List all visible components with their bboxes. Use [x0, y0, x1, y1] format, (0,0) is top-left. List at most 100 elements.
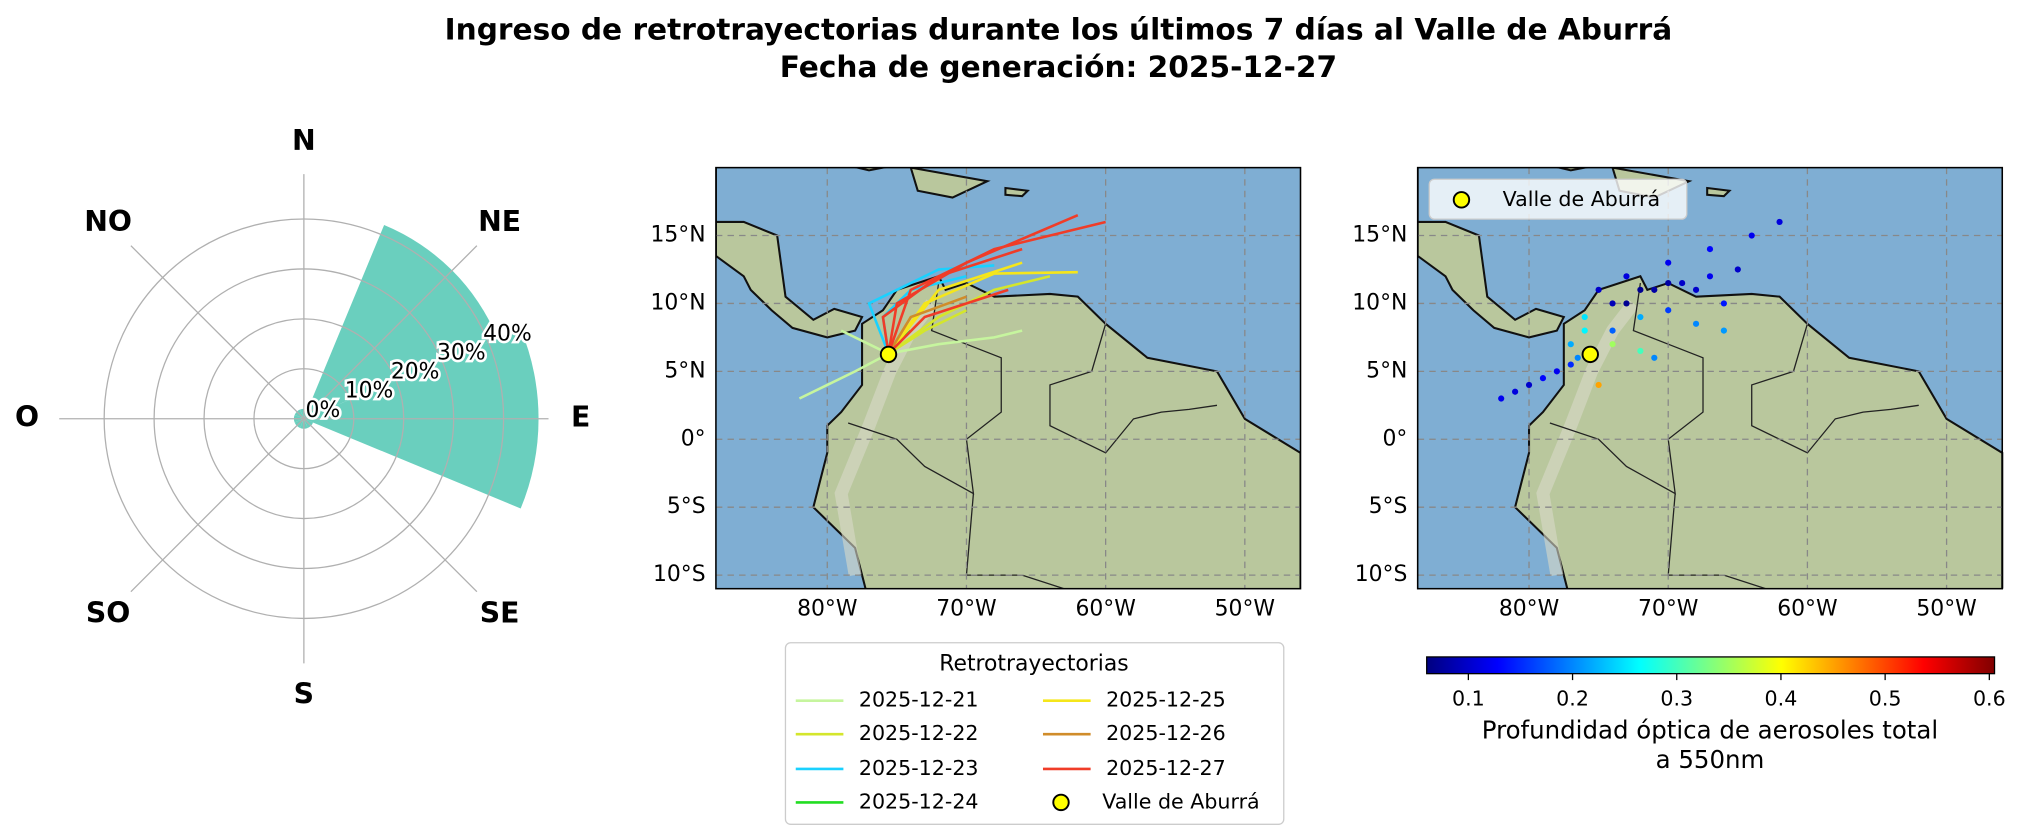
x-tick-label: 70°W [1638, 596, 1698, 621]
grid-spoke [303, 245, 478, 420]
y-tick-label: 0° [1383, 426, 1408, 451]
aod-point [1567, 341, 1574, 348]
aod-point [1574, 354, 1581, 361]
legend-label: 2025-12-27 [1106, 756, 1226, 780]
y-tick-label: 15°N [1352, 223, 1407, 248]
legend-marker [1052, 793, 1070, 812]
direction-label: NO [84, 205, 132, 238]
aod-point [1665, 307, 1672, 314]
x-tick-label: 70°W [936, 596, 996, 621]
land [1706, 186, 1732, 198]
trajectory [887, 295, 967, 355]
aod-point [1776, 218, 1783, 226]
trajectory [887, 213, 1079, 354]
title-line: Fecha de generación: 2025-12-27 [780, 50, 1337, 84]
colorbar-tick-label: 0.2 [1556, 686, 1589, 710]
y-tick-label: 0° [681, 426, 706, 451]
aod-point [1637, 286, 1644, 293]
land [909, 167, 991, 199]
title-line: Ingreso de retrotrayectorias durante los… [445, 13, 1673, 47]
border [1751, 323, 1919, 454]
aod-point [1679, 279, 1686, 287]
aod-point [1567, 361, 1574, 368]
direction-label: NE [478, 205, 521, 238]
y-tick-label: 10°N [650, 290, 705, 315]
y-tick-label: 15°N [650, 223, 705, 248]
y-tick-label: 10°S [1355, 562, 1408, 587]
aod-point [1595, 286, 1602, 293]
y-tick-label: 10°S [653, 562, 706, 587]
aod-point [1553, 368, 1560, 375]
aod-point [1623, 300, 1630, 307]
radial-tick-label: 30% [437, 341, 486, 366]
site-marker [1581, 345, 1599, 364]
direction-label: S [294, 678, 314, 711]
legend-label: 2025-12-24 [859, 789, 979, 813]
aod-point [1692, 320, 1700, 327]
legend-label: Valle de Aburrá [1503, 187, 1660, 211]
legend-label: 2025-12-26 [1106, 721, 1226, 745]
aod-point [1525, 381, 1533, 389]
border [1049, 323, 1218, 454]
radial-tick-label: 0% [306, 398, 341, 423]
y-tick-label: 5°N [1366, 358, 1407, 383]
aod-point [1539, 375, 1547, 382]
grid-spoke [130, 245, 305, 420]
map-area [715, 167, 1301, 589]
x-tick-label: 60°W [1075, 596, 1135, 621]
aod-point [1651, 354, 1658, 361]
x-tick-label: 80°W [797, 596, 857, 621]
site-marker [879, 345, 898, 364]
aod-point [1512, 388, 1519, 395]
aod-point [1581, 327, 1588, 334]
aod-point [1581, 313, 1588, 321]
legend-label: 2025-12-22 [859, 721, 979, 745]
aod-point [1637, 347, 1644, 355]
legend-box [1428, 178, 1688, 220]
aod-point [1706, 273, 1714, 280]
colorbar-tick-label: 0.6 [1973, 686, 2006, 710]
legend-box [784, 642, 1285, 825]
aod-point [1651, 286, 1658, 293]
aod-point [1665, 259, 1672, 266]
aod-point [1706, 246, 1714, 253]
frame [715, 166, 1302, 590]
colorbar-tick-label: 0.1 [1452, 686, 1485, 710]
trajectory [887, 261, 1023, 355]
x-tick-label: 80°W [1499, 596, 1559, 621]
aod-point [1720, 327, 1727, 334]
aod-point [1637, 313, 1644, 321]
colorbar-tick-label: 0.5 [1869, 686, 1902, 710]
aod-point [1720, 300, 1727, 307]
colorbar-label: Profundidad óptica de aerosoles total [1482, 716, 1938, 745]
trajectory [887, 220, 1106, 355]
aod-point [1498, 395, 1505, 402]
colorbar-tick-label: 0.3 [1660, 686, 1693, 710]
trajectory [887, 288, 1009, 355]
legend-title: Retrotrayectorias [939, 652, 1128, 677]
aod-point [1609, 327, 1616, 334]
legend-label: 2025-12-25 [1106, 688, 1226, 712]
aod-point [1692, 286, 1700, 293]
y-tick-label: 10°N [1352, 290, 1407, 315]
trajectory [798, 352, 890, 400]
legend-label: Valle de Aburrá [1102, 789, 1259, 813]
direction-label: E [571, 401, 590, 434]
aod-point [1595, 381, 1602, 389]
colorbar-tick-label: 0.4 [1765, 686, 1798, 710]
radial-tick-label: 20% [391, 360, 440, 385]
land [1554, 167, 1591, 172]
land [1004, 186, 1030, 198]
map-area [1417, 167, 2004, 589]
radial-tick-label: 40% [483, 321, 532, 346]
aod-point [1748, 232, 1755, 239]
aod-point [1623, 273, 1630, 280]
trajectory [881, 247, 1023, 354]
x-tick-label: 50°W [1215, 596, 1275, 621]
colorbar [1426, 656, 1996, 675]
legend-label: 2025-12-21 [859, 688, 979, 712]
land [853, 167, 889, 172]
colorbar-label: a 550nm [1656, 745, 1765, 774]
legend-label: 2025-12-23 [859, 756, 979, 780]
